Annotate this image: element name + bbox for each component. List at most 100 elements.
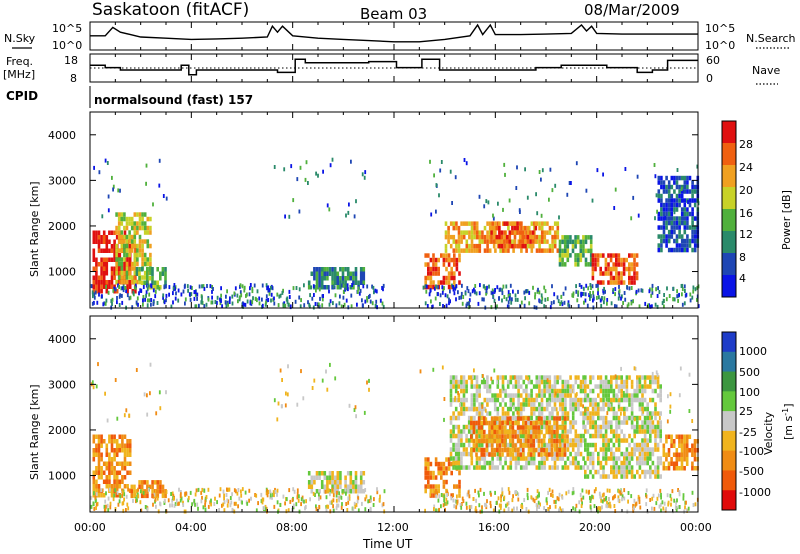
data-cell [92,439,96,444]
sparse-cell [287,508,290,513]
data-cell [349,480,353,485]
data-cell [630,262,634,267]
data-cell [153,285,157,290]
data-cell [680,243,684,248]
data-cell [527,393,531,398]
data-cell [467,415,471,421]
data-cell [675,434,679,439]
sparse-cell [672,286,675,291]
data-cell [636,375,639,380]
sparse-cell [438,494,441,499]
data-cell [452,379,455,385]
data-cell [331,280,334,285]
data-cell [589,469,592,475]
data-cell [519,411,523,416]
sparse-cell [201,295,203,300]
data-cell [525,234,528,240]
data-cell [680,220,684,226]
data-cell [146,239,150,244]
data-cell [488,388,492,394]
data-cell [450,271,453,276]
sparse-cell [298,287,301,292]
sparse-cell [307,300,309,305]
data-cell [649,384,652,389]
sparse-cell [439,168,442,173]
sparse-cell [135,499,137,504]
data-cell [110,257,114,262]
sparse-cell [672,297,674,302]
sparse-cell [638,304,641,309]
data-cell [604,415,608,421]
data-cell [527,452,530,457]
data-cell [537,443,541,448]
data-cell [503,243,506,249]
data-cell [120,221,124,226]
data-cell [556,225,560,231]
data-cell [470,225,474,231]
data-cell [143,261,147,267]
data-cell [516,416,520,421]
data-cell [620,469,623,475]
data-cell [149,225,152,231]
data-cell [490,452,494,457]
data-cell [520,248,523,253]
data-cell [540,221,544,226]
data-cell [450,266,453,272]
data-cell [597,402,600,407]
data-cell [566,456,570,461]
sparse-cell [567,300,570,305]
sparse-cell [547,490,549,495]
data-cell [662,461,666,466]
data-cell [660,238,663,244]
sparse-cell [452,285,454,289]
data-cell [607,438,610,443]
data-cell [475,411,479,416]
data-cell [686,211,689,217]
data-cell [683,175,687,181]
data-cell [424,280,427,285]
data-cell [465,424,468,430]
sparse-cell [109,505,112,510]
data-cell [555,443,559,448]
data-cell [102,239,106,244]
data-cell [100,289,103,294]
data-cell [623,420,626,425]
data-cell [460,248,463,253]
sparse-cell [150,284,153,289]
data-cell [331,285,334,290]
sparse-cell [355,199,357,204]
data-cell [538,234,541,240]
data-cell [670,457,673,462]
data-cell [483,438,486,444]
data-cell [543,456,546,461]
data-cell [102,266,106,271]
sparse-cell [507,304,510,309]
data-cell [607,379,610,385]
data-cell [667,220,671,226]
data-cell [117,248,121,253]
sparse-cell [585,283,588,288]
data-cell [623,397,626,403]
data-cell [470,406,474,412]
sparse-cell [481,297,484,302]
data-cell [561,447,564,453]
data-cell [602,456,605,461]
data-cell [683,243,687,248]
data-cell [138,239,142,244]
data-cell [110,466,114,471]
sparse-cell [435,209,437,214]
data-cell [115,439,119,444]
sparse-cell [567,489,570,494]
data-cell [108,439,111,444]
sparse-cell [100,488,103,493]
sparse-cell [548,400,551,405]
sparse-cell [513,375,516,380]
sparse-cell [146,287,149,292]
data-cell [540,379,544,385]
data-cell [97,434,101,439]
data-cell [508,230,512,235]
data-cell [427,275,430,281]
sparse-cell [691,295,694,300]
data-cell [558,248,562,254]
data-cell [473,465,476,470]
